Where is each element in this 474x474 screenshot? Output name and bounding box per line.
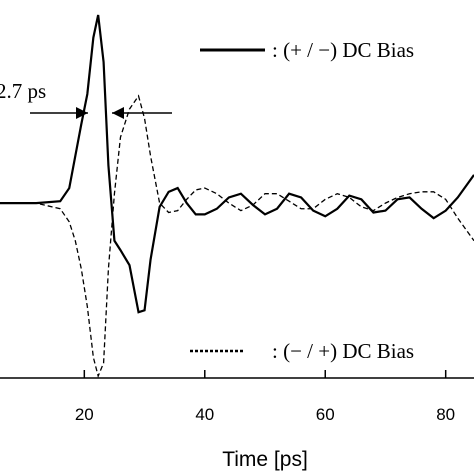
x-tick-label: 80 — [436, 405, 455, 424]
series-line — [0, 94, 474, 379]
legend-label: : (− / +) DC Bias — [272, 339, 414, 363]
x-tick-label: 60 — [316, 405, 335, 424]
legend-label: : (+ / −) DC Bias — [272, 38, 414, 62]
x-axis-label: Time [ps] — [222, 448, 308, 471]
x-tick-label: 20 — [75, 405, 94, 424]
series-line — [0, 14, 474, 314]
annotation: 2.7 ps — [0, 79, 46, 103]
x-tick-label: 40 — [195, 405, 214, 424]
